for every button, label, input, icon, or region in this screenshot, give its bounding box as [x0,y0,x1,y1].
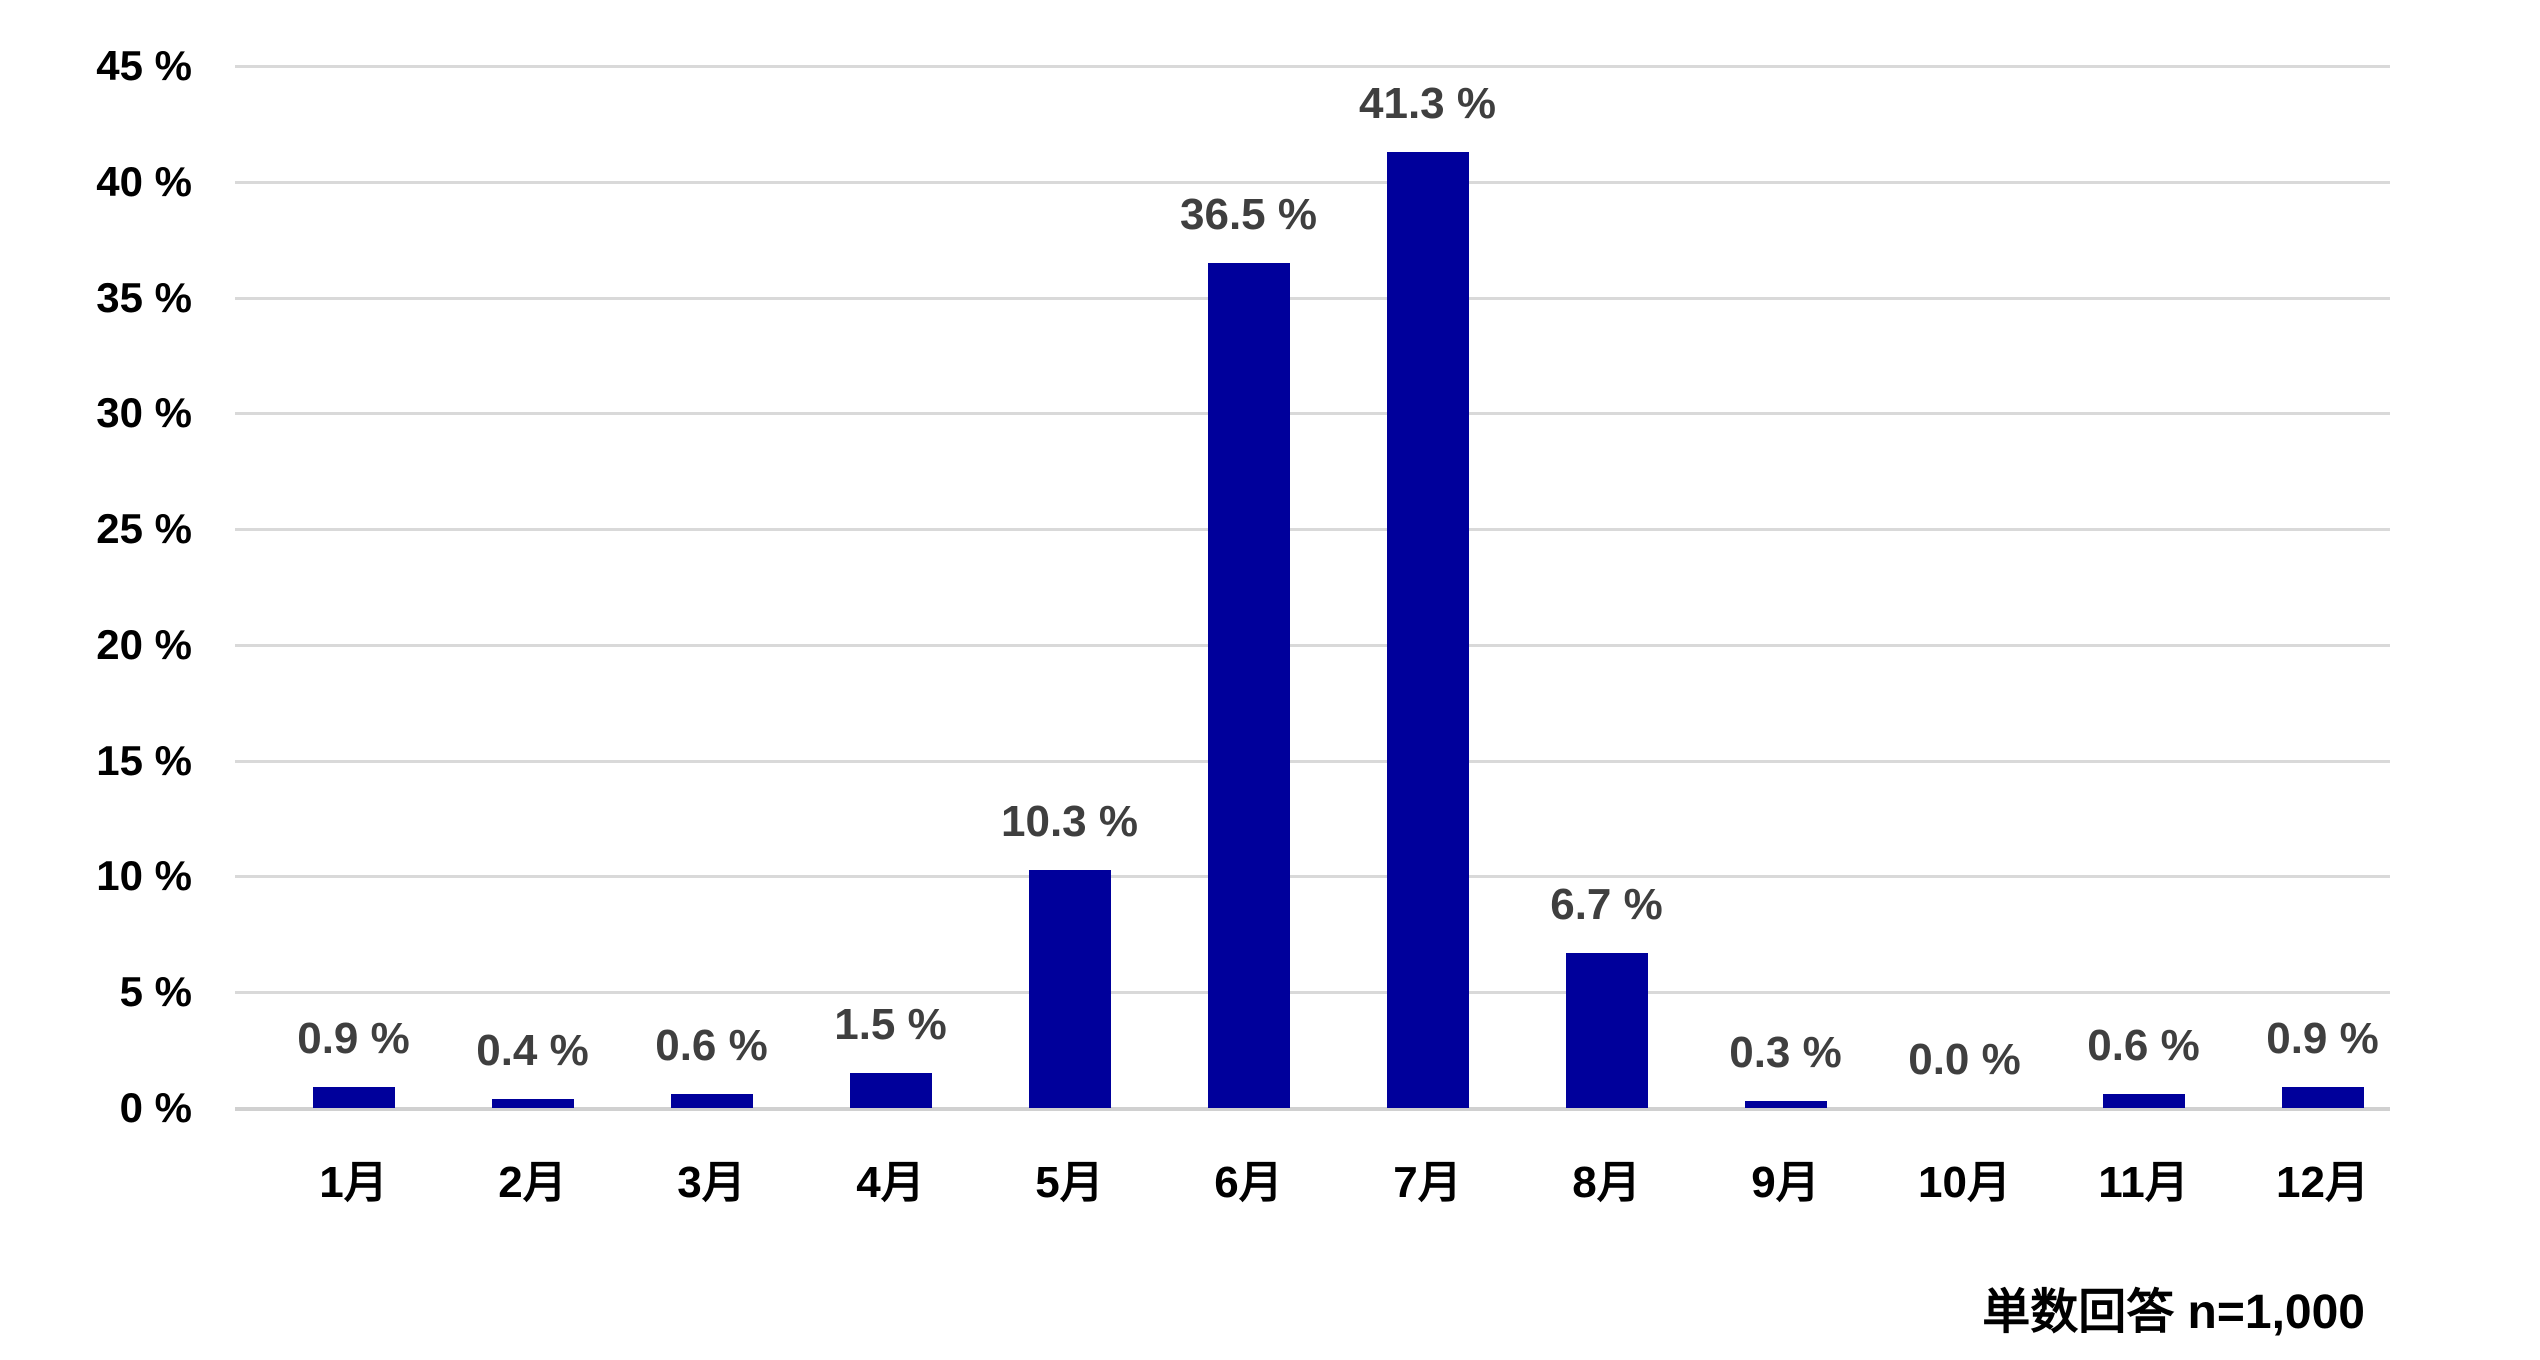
bar-11月 [2102,1094,2185,1108]
bar-value-label: 0.6 % [2087,1021,2200,1071]
gridline-30 [235,412,2390,416]
bar-1月 [312,1087,395,1108]
x-tick-label-9月: 9月 [1751,1158,1820,1207]
gridline-35 [235,296,2390,300]
bar-3月 [670,1094,753,1108]
gridline-45 [235,65,2390,68]
x-tick-label-1月: 1月 [319,1158,388,1207]
bar-value-label: 0.0 % [1908,1035,2021,1084]
bar-12月 [2281,1087,2364,1108]
bar-2月 [491,1098,574,1108]
x-tick-label-10月: 10月 [1918,1158,2011,1207]
bar-value-label: 1.5 % [834,1000,947,1050]
y-tick-label: 15 % [96,736,192,784]
bar-slot-3月: 0.6 % [622,66,801,1108]
bar-value-label: 41.3 % [1359,78,1496,128]
gridline-5 [235,991,2390,995]
bar-slot-8月: 6.7 % [1517,66,1696,1108]
y-tick-label: 45 % [96,42,192,89]
bar-value-label: 0.9 % [297,1014,410,1064]
bar-value-label: 6.7 % [1550,879,1663,929]
x-tick-label-6月: 6月 [1214,1158,1283,1207]
bar-value-label: 0.3 % [1729,1028,1842,1078]
x-tick-label-7月: 7月 [1393,1158,1462,1207]
bar-slot-9月: 0.3 % [1696,66,1875,1108]
y-tick-label: 25 % [96,505,192,553]
bar-slot-11月: 0.6 % [2054,66,2233,1108]
gridline-40 [235,180,2390,184]
bar-4月 [849,1073,932,1108]
bar-value-label: 0.6 % [655,1021,768,1071]
x-tick-label-12月: 12月 [2276,1158,2369,1207]
y-tick-label: 20 % [96,620,192,668]
bar-value-label: 36.5 % [1180,189,1317,239]
gridline-20 [235,643,2390,647]
plot-area: 0.9 % 0.4 % 0.6 % 1.5 % 10.3 % 36.5 % 41.3 % 6.… [264,66,2412,1108]
gridline-10 [235,875,2390,879]
bar-slot-2月: 0.4 % [443,66,622,1108]
y-tick-label: 10 % [96,852,192,900]
x-tick-label-5月: 5月 [1035,1158,1104,1207]
x-tick-label-11月: 11月 [2098,1158,2189,1207]
bar-7月 [1386,151,1469,1108]
bar-slot-10月: 0.0 % [1875,66,2054,1108]
y-tick-label: 35 % [96,273,192,321]
bar-slot-6月: 36.5 % [1159,66,1338,1108]
bar-slot-7月: 41.3 % [1338,66,1517,1108]
gridline-25 [235,528,2390,532]
bar-slot-1月: 0.9 % [264,66,443,1108]
gridline-0 [235,1107,2390,1111]
y-tick-label: 5 % [119,968,192,1016]
bar-value-label: 10.3 % [1001,796,1138,846]
bar-8月 [1565,952,1648,1108]
bar-5月 [1028,869,1111,1108]
gridline-15 [235,759,2390,763]
x-tick-label-3月: 3月 [677,1158,746,1207]
x-tick-label-8月: 8月 [1572,1158,1641,1207]
y-tick-label: 0 % [119,1084,192,1131]
bar-slot-12月: 0.9 % [2233,66,2412,1108]
x-tick-label-4月: 4月 [856,1158,925,1207]
bar-9月 [1744,1101,1827,1108]
sample-size-note: 単数回答 n=1,000 [1982,1286,2365,1339]
y-tick-label: 30 % [96,389,192,437]
bar-value-label: 0.9 % [2266,1014,2379,1064]
y-tick-label: 40 % [96,157,192,205]
bar-value-label: 0.4 % [476,1025,589,1075]
x-tick-label-2月: 2月 [498,1158,567,1207]
bar-6月 [1207,262,1290,1108]
x-axis-tick-labels: 1月 2月 3月 4月 5月 6月 7月 8月 9月 10月 11月 12月 [264,1146,2412,1210]
bar-slot-4月: 1.5 % [801,66,980,1108]
bar-slot-5月: 10.3 % [980,66,1159,1108]
